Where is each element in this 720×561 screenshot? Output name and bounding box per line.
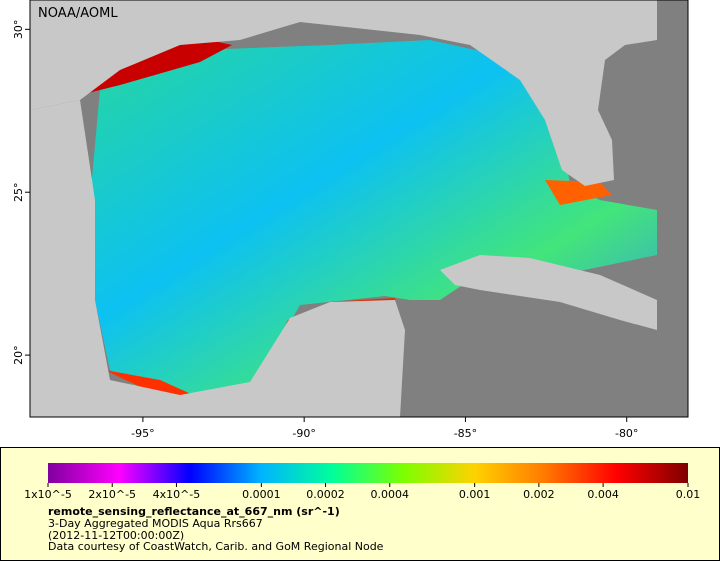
caption-line: 3-Day Aggregated MODIS Aqua Rrs667	[48, 517, 263, 530]
colorbar-tick-label: 0.004	[587, 488, 619, 501]
y-tick-label: 30°	[12, 20, 25, 40]
credit-box	[36, 2, 130, 22]
colorbar-tick-label: 0.001	[459, 488, 491, 501]
colorbar-tick-label: 0.01	[676, 488, 701, 501]
colorbar	[48, 463, 688, 483]
land-us	[30, 0, 657, 186]
coastal-high	[80, 38, 232, 95]
colorbar-tick-label: 2x10^-5	[88, 488, 136, 501]
map-image	[30, 0, 688, 417]
land-cuba	[440, 255, 657, 330]
colorbar-tick-label: 0.0001	[242, 488, 281, 501]
x-tick-label: -85°	[454, 427, 477, 440]
sea-coverage	[90, 40, 657, 395]
no-data-strip	[657, 0, 688, 417]
x-tick-label: -80°	[615, 427, 638, 440]
colorbar-tick-label: 0.0002	[306, 488, 345, 501]
caption-line: (2012-11-12T00:00:00Z)	[48, 529, 184, 542]
colorbar-tick-label: 0.0004	[371, 488, 410, 501]
y-tick-label: 25°	[12, 182, 25, 202]
coastal-high	[545, 180, 612, 205]
x-tick-label: -90°	[292, 427, 315, 440]
colorbar-tick-label: 4x10^-5	[153, 488, 201, 501]
colorbar-tick-label: 0.002	[523, 488, 555, 501]
caption-title: remote_sensing_reflectance_at_667_nm (sr…	[48, 505, 340, 518]
coastal-high	[105, 370, 200, 398]
credit: NOAA/AOML	[38, 6, 118, 21]
x-tick-label: -95°	[131, 427, 154, 440]
colorbar-tick-label: 1x10^-5	[24, 488, 72, 501]
caption-line: Data courtesy of CoastWatch, Carib. and …	[48, 540, 384, 553]
y-tick-label: 20°	[12, 345, 25, 365]
land-mexico	[30, 100, 405, 417]
map-frame	[29, 0, 689, 418]
